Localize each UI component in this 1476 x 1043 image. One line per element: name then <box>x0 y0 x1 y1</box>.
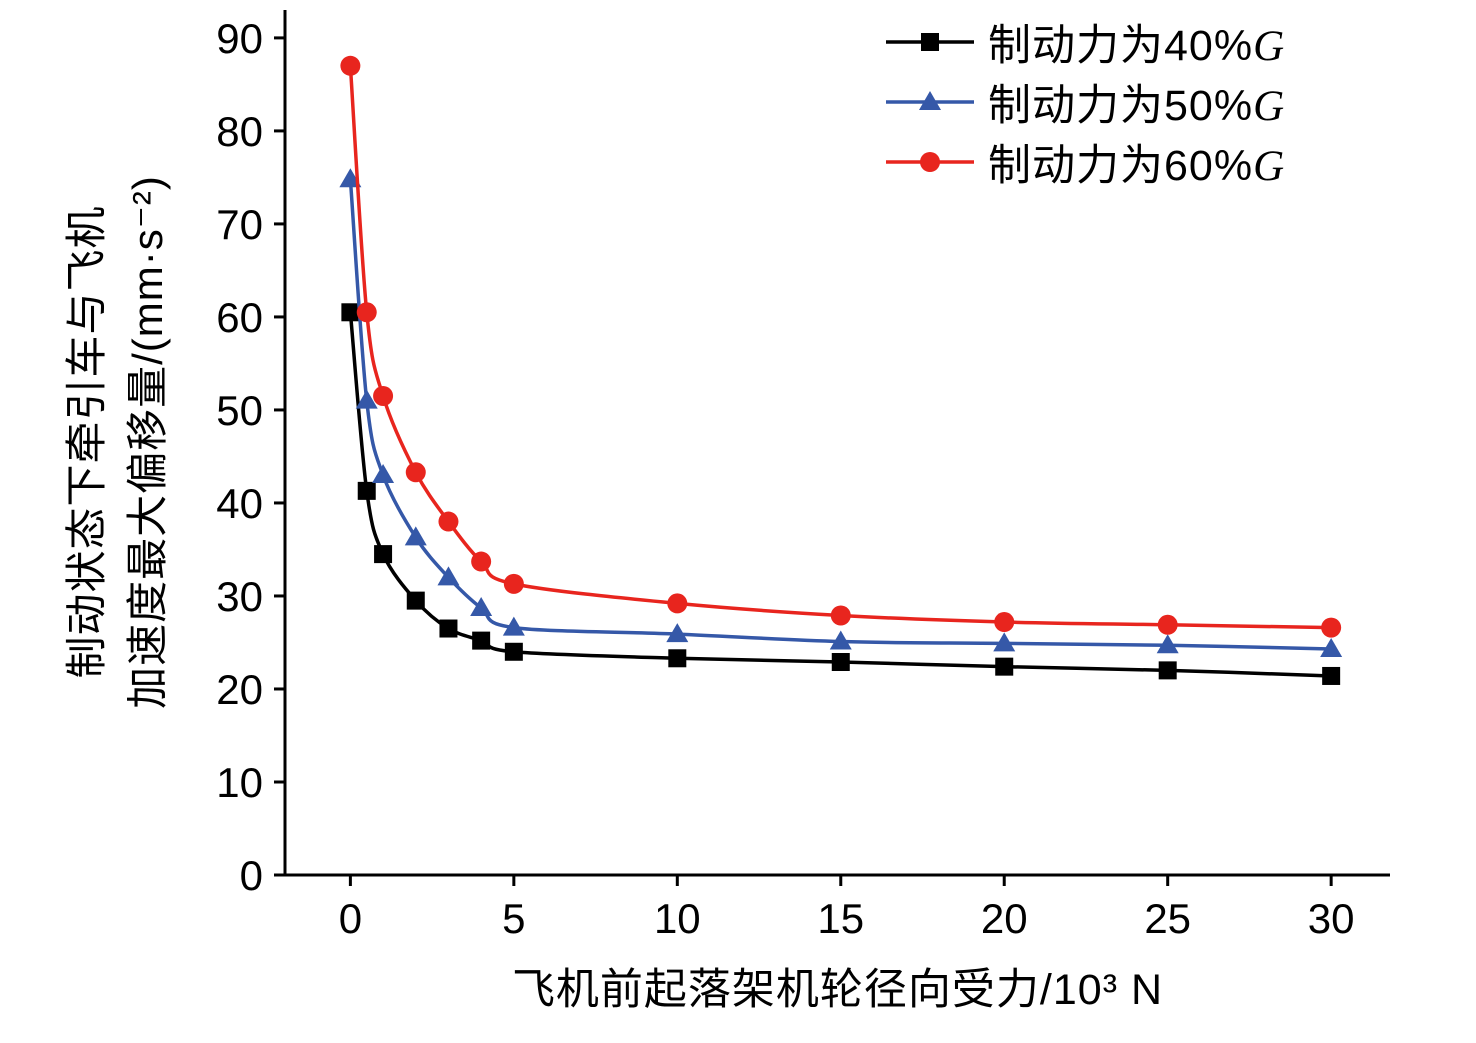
legend-label: 制动力为60%G <box>988 142 1286 190</box>
legend-label: 制动力为50%G <box>988 82 1286 130</box>
y-tick-label: 50 <box>216 387 263 434</box>
y-tick-label: 60 <box>216 294 263 341</box>
legend-marker-square-icon <box>886 33 974 51</box>
axes: 0 5 10 15 20 25 30 0 10 20 30 40 50 60 70 80 90 <box>216 10 1390 942</box>
x-tick-label: 0 <box>339 895 362 942</box>
legend-item: 制动力为40%G <box>884 12 1285 72</box>
y-tick-label: 70 <box>216 201 263 248</box>
x-axis-label: 飞机前起落架机轮径向受力/10³ N <box>511 966 1164 1014</box>
x-tick-label: 20 <box>981 895 1028 942</box>
y-tick-label: 40 <box>216 480 263 527</box>
y-tick-label: 0 <box>240 852 263 899</box>
series-square <box>341 303 1341 685</box>
y-axis-label: 制动状态下牵引车与飞机 加速度最大偏移量/(mm·s⁻²) <box>57 175 179 709</box>
y-tick-label: 20 <box>216 666 263 713</box>
legend-label: 制动力为40%G <box>988 22 1286 70</box>
legend-marker-circle-icon <box>886 152 974 172</box>
y-tick-label: 90 <box>216 15 263 62</box>
y-axis-label-line1: 制动状态下牵引车与飞机 <box>63 205 111 679</box>
series-circle <box>340 55 1342 638</box>
y-axis-label-line2: 加速度最大偏移量/(mm·s⁻²) <box>124 175 171 709</box>
series-triangle <box>339 168 1343 657</box>
legend-item: 制动力为50%G <box>884 72 1285 132</box>
y-tick-label: 10 <box>216 759 263 806</box>
legend-marker-triangle-icon <box>886 91 974 110</box>
y-tick-label: 30 <box>216 573 263 620</box>
legend: 制动力为40%G 制动力为50%G 制动力为60%G <box>884 12 1285 192</box>
x-tick-label: 10 <box>654 895 701 942</box>
legend-item: 制动力为60%G <box>884 132 1285 192</box>
x-tick-label: 15 <box>817 895 864 942</box>
y-tick-label: 80 <box>216 108 263 155</box>
x-tick-label: 30 <box>1308 895 1355 942</box>
x-tick-label: 25 <box>1144 895 1191 942</box>
x-tick-label: 5 <box>502 895 525 942</box>
